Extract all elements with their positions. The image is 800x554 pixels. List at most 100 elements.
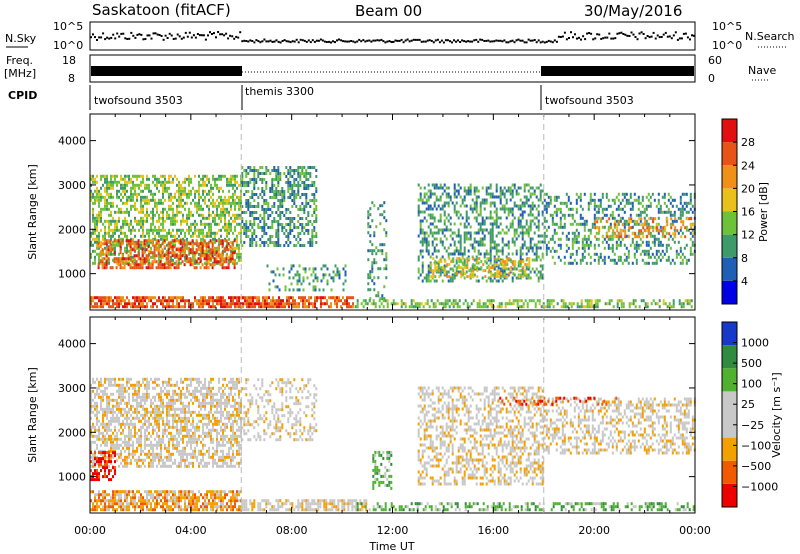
heatmap-cell [452,299,455,303]
heatmap-cell [297,184,300,187]
heatmap-cell [501,252,504,256]
heatmap-cell [156,219,158,223]
heatmap-cell [262,302,264,306]
heatmap-cell [449,216,452,220]
heatmap-cell [350,305,352,309]
heatmap-cell [465,216,468,220]
heatmap-cell [196,243,198,247]
heatmap-cell [495,225,498,229]
heatmap-cell [461,198,464,202]
heatmap-cell [269,226,272,229]
heatmap-cell [202,180,204,184]
heatmap-cell [216,210,218,214]
heatmap-cell [118,234,120,238]
heatmap-cell [169,245,172,249]
noise-sample [511,39,514,42]
heatmap-cell [162,195,164,199]
heatmap-cell [176,228,178,232]
heatmap-cell [164,305,166,309]
heatmap-cell [142,234,144,238]
noise-sample [404,39,407,42]
heatmap-cell [184,201,186,205]
heatmap-cell [228,189,230,193]
heatmap-cell [468,269,471,273]
heatmap-cell [303,187,306,190]
heatmap-cell [455,246,458,250]
noise-sample [325,41,328,43]
heatmap-cell [236,299,238,303]
heatmap-cell [497,264,500,268]
heatmap-cell [293,202,296,205]
freq-band-segment-3 [541,66,694,76]
heatmap-cell [204,261,206,265]
noise-sample [604,36,607,39]
heatmap-cell [364,299,367,303]
heatmap-cell [127,254,130,258]
heatmap-cell [273,190,276,193]
heatmap-cell [287,196,290,199]
heatmap-cell [492,266,495,270]
heatmap-cell [129,245,132,249]
heatmap-cell [573,219,576,223]
heatmap-cell [121,254,124,258]
heatmap-cell [517,216,520,220]
heatmap-cell [303,232,306,235]
heatmap-cell [390,302,393,306]
heatmap-cell [375,261,378,265]
heatmap-cell [463,225,466,229]
heatmap-cell [216,299,218,303]
heatmap-cell [481,228,484,232]
heatmap-cell [381,252,384,256]
heatmap-cell [513,267,516,271]
heatmap-cell [545,228,548,232]
heatmap-cell [423,201,426,205]
heatmap-cell [255,178,258,181]
heatmap-cell [236,186,238,190]
noise-sample [207,34,209,37]
heatmap-cell [266,264,269,268]
heatmap-cell [456,272,459,276]
heatmap-cell [489,186,492,190]
heatmap-cell [635,213,638,217]
noise-sample [356,40,359,43]
heatmap-cell [443,213,446,217]
heatmap-cell [233,239,236,243]
heatmap-cell [144,296,146,300]
heatmap-cell [179,257,182,261]
heatmap-cell [190,189,192,193]
heatmap-cell [285,181,288,184]
heatmap-cell [205,242,208,246]
heatmap-cell [285,166,288,169]
heatmap-cell [210,183,212,187]
heatmap-cell [100,192,102,196]
heatmap-cell [296,279,299,283]
heatmap-cell [410,299,413,303]
heatmap-cell [499,195,502,199]
heatmap-cell [126,305,128,309]
heatmap-cell [257,172,260,175]
heatmap-cell [197,245,200,249]
heatmap-cell [392,299,395,303]
heatmap-cell [543,192,546,196]
heatmap-cell [220,201,222,205]
heatmap-cell [176,219,178,223]
noise-sample [568,37,570,39]
heatmap-cell [171,251,174,255]
heatmap-cell [625,255,628,259]
heatmap-cell [281,190,284,193]
heatmap-cell [177,263,180,267]
heatmap-cell [205,260,208,264]
heatmap-cell [190,228,192,232]
heatmap-cell [625,192,628,196]
heatmap-cell [460,266,463,270]
heatmap-cell [593,243,596,247]
heatmap-cell [367,216,370,220]
heatmap-cell [545,243,548,247]
heatmap-cell [120,302,122,306]
heatmap-cell [434,260,437,264]
heatmap-cell [630,226,633,230]
heatmap-cell [168,296,170,300]
noise-sample [596,33,599,36]
heatmap-cell [452,302,455,306]
heatmap-cell [240,180,242,184]
